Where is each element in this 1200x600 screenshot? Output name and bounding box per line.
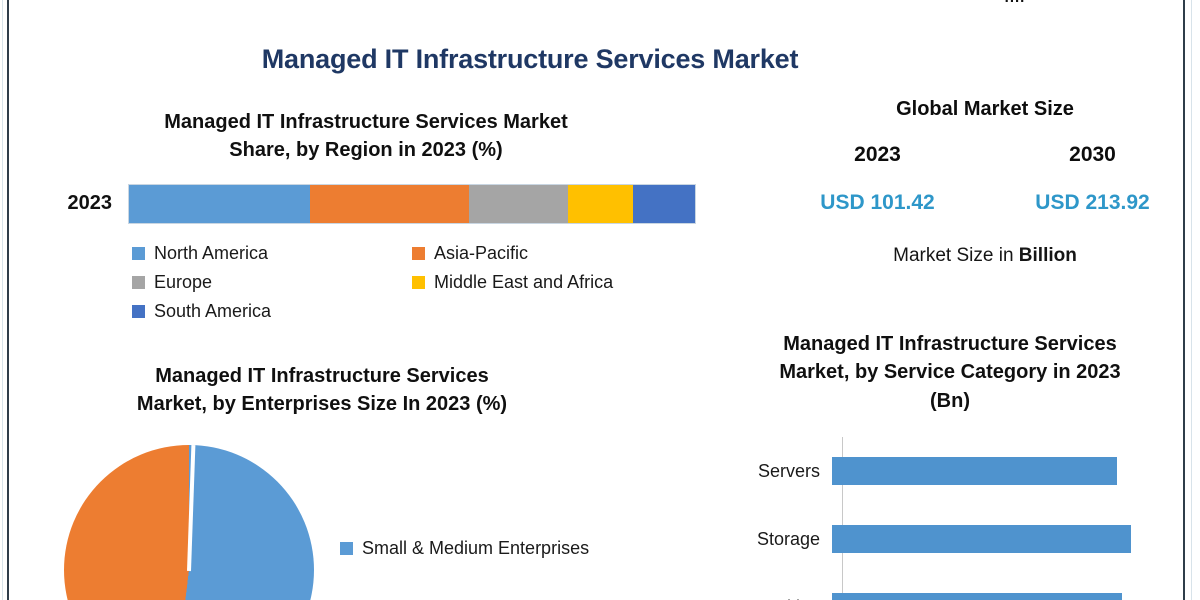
- service-category-title-line1: Managed IT Infrastructure Services: [783, 333, 1117, 355]
- stacked-segment-middle-east-africa: [567, 184, 633, 223]
- region-share-section: Managed IT Infrastructure Services Marke…: [36, 108, 696, 330]
- legend-item-asia-pacific: Asia-Pacific: [412, 243, 692, 264]
- legend-item-middle-east-and-africa: Middle East and Africa: [412, 272, 692, 293]
- service-category-bar-networking: [832, 593, 1122, 600]
- market-size-year-end: 2030: [1069, 143, 1116, 166]
- region-share-title-line1: Managed IT Infrastructure Services Marke…: [164, 111, 568, 133]
- legend-label: Small & Medium Enterprises: [362, 537, 590, 558]
- service-category-row: Servers: [700, 437, 1200, 505]
- legend-swatch-icon: [132, 275, 145, 289]
- service-category-title: Managed IT Infrastructure Services Marke…: [700, 330, 1200, 415]
- legend-label: South America: [154, 300, 272, 321]
- region-share-legend: North America Asia-Pacific Europe Middle…: [132, 243, 692, 330]
- service-category-chart: Servers Storage Networking: [700, 437, 1200, 600]
- enterprises-size-legend: Small & Medium Enterprises: [340, 535, 590, 590]
- stacked-segment-north-america: [129, 184, 311, 223]
- frame-border-left: [7, 0, 9, 600]
- enterprises-size-chart: Small & Medium Enterprises: [22, 437, 622, 600]
- legend-label: North America: [154, 242, 269, 263]
- legend-swatch-icon: [412, 246, 425, 260]
- value-axis-line: [842, 437, 843, 600]
- enterprises-size-title-line2: Market, by Enterprises Size In 2023 (%): [136, 393, 508, 416]
- legend-item-europe: Europe: [132, 272, 412, 293]
- region-share-chart: 2023: [36, 181, 696, 227]
- legend-swatch-icon: [132, 304, 145, 318]
- enterprises-size-section: Managed IT Infrastructure Services Marke…: [22, 362, 622, 600]
- market-size-value-end: USD 213.92: [1035, 191, 1150, 214]
- service-category-bar-storage: [832, 525, 1132, 554]
- stacked-segment-south-america: [632, 184, 695, 223]
- enterprises-size-title: Managed IT Infrastructure Services Marke…: [22, 362, 622, 419]
- legend-swatch-icon: [132, 246, 145, 260]
- service-category-row: Storage: [700, 505, 1200, 573]
- region-axis-label-2023: 2023: [67, 192, 113, 215]
- service-category-title-line2: Market, by Service Category in 2023: [779, 361, 1121, 384]
- service-category-title-line3: (Bn): [930, 389, 970, 412]
- stacked-segment-asia-pacific: [310, 184, 469, 223]
- service-category-label-storage: Storage: [756, 528, 820, 549]
- frame-border-outer-left: [2, 0, 3, 600]
- global-market-size-heading: Global Market Size: [896, 98, 1074, 120]
- market-size-unit-note: Market Size in Billion: [770, 245, 1200, 267]
- service-category-bar-servers: [832, 457, 1118, 486]
- legend-label: Middle East and Africa: [434, 271, 614, 292]
- page-title: Managed IT Infrastructure Services Marke…: [261, 44, 799, 74]
- service-category-label-servers: Servers: [757, 460, 820, 481]
- legend-item-small-medium-enterprises: Small & Medium Enterprises: [340, 535, 590, 562]
- legend-swatch-icon: [412, 275, 425, 289]
- market-size-value-start: USD 101.42: [820, 191, 935, 214]
- global-market-size-years: 2023 2030: [770, 143, 1200, 167]
- stacked-bar: [128, 183, 696, 224]
- legend-label: Europe: [154, 271, 213, 292]
- region-share-title-line2: Share, by Region in 2023 (%): [229, 139, 503, 162]
- clipped-top-text: ....: [960, 0, 1070, 6]
- enterprises-size-title-line1: Managed IT Infrastructure Services: [155, 365, 489, 387]
- service-category-bar-wrap: [832, 505, 1200, 573]
- frame-border-outer-right: [1191, 0, 1192, 600]
- global-market-size-section: Global Market Size 2023 2030 USD 101.42 …: [770, 98, 1200, 267]
- stacked-segment-europe: [468, 184, 568, 223]
- region-share-title: Managed IT Infrastructure Services Marke…: [36, 108, 696, 165]
- service-category-bar-wrap: [832, 437, 1200, 505]
- service-category-bar-wrap: [832, 573, 1200, 600]
- service-category-label-networking: Networking: [700, 597, 832, 600]
- service-category-section: Managed IT Infrastructure Services Marke…: [700, 330, 1200, 600]
- legend-label: Asia-Pacific: [434, 242, 529, 263]
- service-category-row: Networking: [700, 573, 1200, 600]
- market-size-unit-value: Billion: [1018, 245, 1077, 266]
- market-size-unit-prefix: Market Size in: [893, 245, 1019, 266]
- market-size-year-start: 2023: [854, 143, 901, 166]
- frame-border-right: [1183, 0, 1185, 600]
- legend-item-north-america: North America: [132, 243, 412, 264]
- legend-swatch-icon: [340, 541, 353, 555]
- global-market-size-values: USD 101.42 USD 213.92: [770, 191, 1200, 215]
- legend-item-south-america: South America: [132, 301, 412, 322]
